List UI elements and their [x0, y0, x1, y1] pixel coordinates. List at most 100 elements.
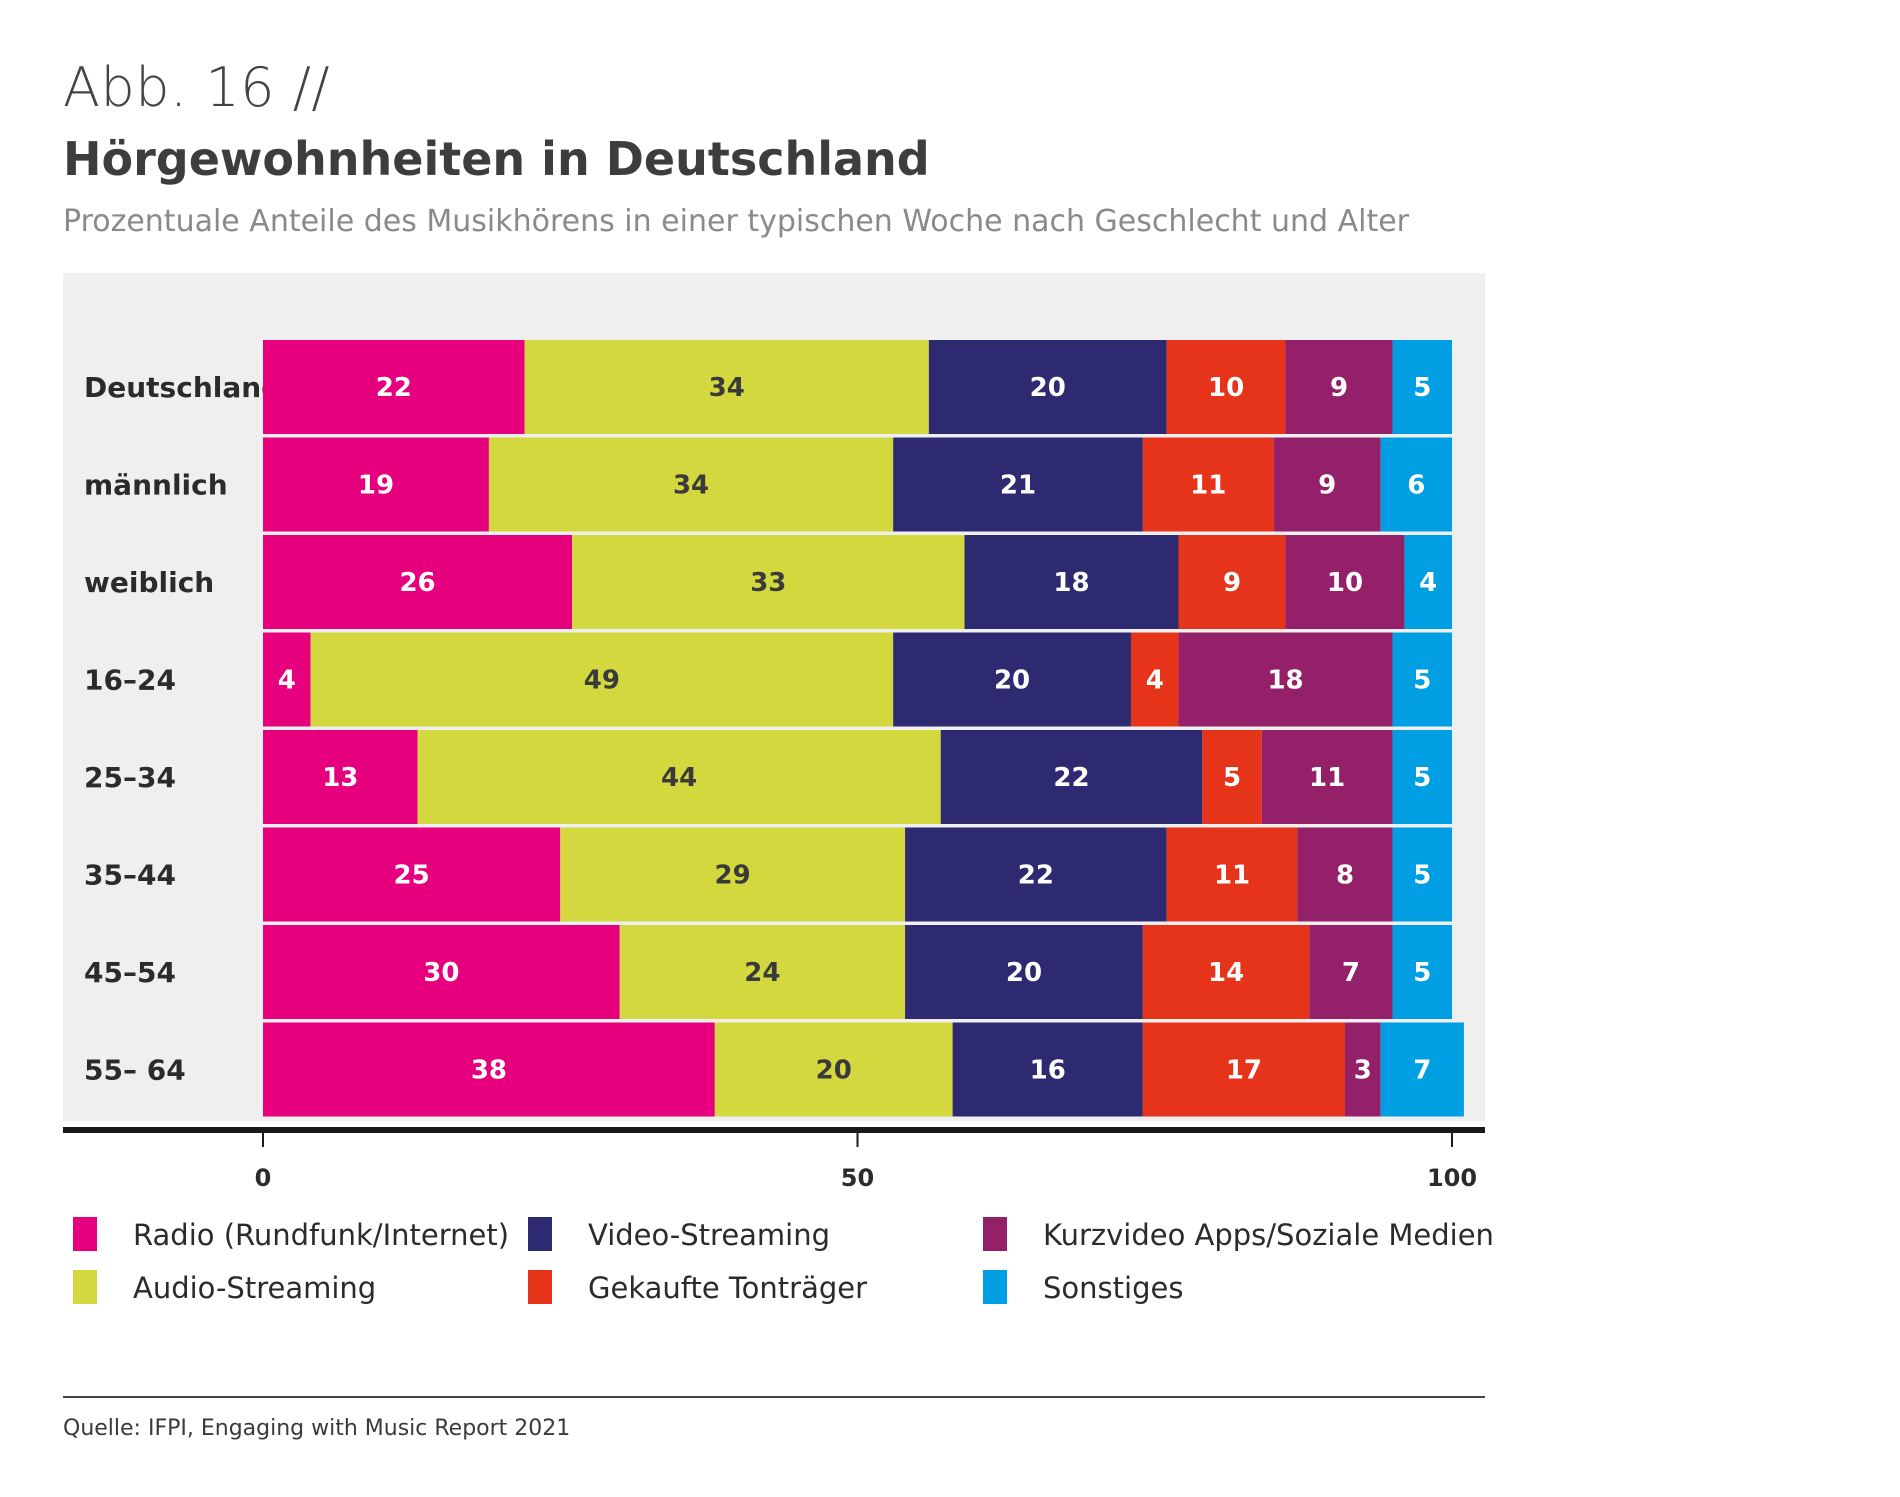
bar-segment [310, 632, 894, 727]
bar-segment [263, 827, 561, 922]
data-label: 16 [1030, 1056, 1066, 1086]
data-label: 5 [1413, 666, 1431, 696]
row-label: 16–24 [84, 664, 176, 697]
legend-item: Gekaufte Tonträger [528, 1270, 867, 1305]
row-label: 35–44 [84, 859, 176, 892]
bar-segment [263, 535, 573, 629]
bar-segment [952, 1022, 1143, 1117]
bar-segment [1309, 925, 1393, 1019]
data-label: 5 [1413, 373, 1431, 403]
bar-row: männlich 19 34 21 11 9 6 [84, 437, 1452, 532]
bar-segment [1404, 535, 1452, 629]
bar-row: 35–44 25 29 22 11 8 5 [84, 827, 1452, 922]
bar-segment [905, 827, 1167, 922]
data-label: 18 [1053, 568, 1089, 598]
bar-segment [1142, 1022, 1345, 1117]
bar-segment [893, 437, 1143, 532]
data-label: 34 [709, 373, 745, 403]
bar-segment [1142, 925, 1310, 1019]
data-label: 4 [1146, 666, 1164, 696]
legend-label: Radio (Rundfunk/Internet) [133, 1218, 509, 1252]
data-label: 7 [1342, 958, 1360, 988]
data-label: 21 [1000, 471, 1036, 501]
data-label: 33 [750, 568, 786, 598]
bar-row: weiblich 26 33 18 9 10 4 [84, 535, 1452, 629]
legend-swatch [983, 1217, 1007, 1251]
legend-swatch [73, 1217, 97, 1251]
bar-segment [1142, 437, 1274, 532]
bar-segment [1392, 340, 1452, 434]
bar-segment [1380, 437, 1452, 532]
bar-segment [964, 535, 1179, 629]
legend-item: Sonstiges [983, 1270, 1183, 1305]
bar-row: 25–34 13 44 22 5 11 5 [84, 730, 1452, 824]
data-label: 5 [1223, 763, 1241, 793]
data-label: 10 [1208, 373, 1244, 403]
data-label: 22 [1053, 763, 1089, 793]
data-label: 19 [358, 471, 394, 501]
legend-item: Radio (Rundfunk/Internet) [73, 1217, 509, 1252]
legend-label: Video-Streaming [588, 1218, 830, 1252]
data-label: 5 [1413, 763, 1431, 793]
legend-label: Sonstiges [1043, 1271, 1183, 1305]
row-label: männlich [84, 469, 228, 502]
legend-swatch [528, 1217, 552, 1251]
data-label: 7 [1413, 1056, 1431, 1086]
data-label: 20 [1006, 958, 1042, 988]
data-label: 5 [1413, 861, 1431, 891]
bar-segment [619, 925, 906, 1019]
x-tick-label: 0 [255, 1164, 272, 1192]
bar-row: Deutschland 22 34 20 10 9 5 [84, 340, 1452, 434]
bar-segment [1392, 632, 1452, 727]
data-label: 10 [1327, 568, 1363, 598]
legend-item: Audio-Streaming [73, 1270, 376, 1305]
bar-segment [417, 730, 941, 824]
data-label: 4 [278, 666, 296, 696]
data-label: 8 [1336, 861, 1354, 891]
bar-segment [1261, 730, 1393, 824]
bar-segment [1285, 340, 1393, 434]
data-label: 9 [1330, 373, 1348, 403]
bar-segment [1273, 437, 1381, 532]
data-label: 49 [584, 666, 620, 696]
legend-label: Gekaufte Tonträger [588, 1271, 867, 1305]
bar-segment [524, 340, 929, 434]
data-label: 29 [715, 861, 751, 891]
data-label: 14 [1208, 958, 1244, 988]
bar-segment [714, 1022, 953, 1117]
x-axis: 0 50 100 [63, 1127, 1485, 1192]
bar-segment [928, 340, 1167, 434]
bar-segment [1166, 827, 1298, 922]
data-label: 24 [744, 958, 780, 988]
data-label: 20 [994, 666, 1030, 696]
bar-segment [1392, 925, 1452, 1019]
chart-subtitle: Prozentuale Anteile des Musikhörens in e… [63, 204, 1410, 239]
row-label: weiblich [84, 566, 214, 599]
data-label: 26 [399, 568, 435, 598]
bar-segment [1297, 827, 1393, 922]
data-label: 44 [661, 763, 697, 793]
row-label: Deutschland [84, 371, 281, 404]
chart-title: Hörgewohnheiten in Deutschland [63, 132, 930, 186]
legend-swatch [73, 1270, 97, 1304]
bar-segment [905, 925, 1143, 1019]
bar-segment [1178, 632, 1393, 727]
x-tick-label: 100 [1427, 1164, 1477, 1192]
bar-segment [560, 827, 906, 922]
data-label: 22 [376, 373, 412, 403]
bar-segment [1380, 1022, 1464, 1117]
bar-row: 45–54 30 24 20 14 7 5 [84, 925, 1452, 1019]
data-label: 11 [1214, 861, 1250, 891]
x-tick-label: 50 [841, 1164, 874, 1192]
source-note: Quelle: IFPI, Engaging with Music Report… [63, 1416, 571, 1441]
bar-segment [1178, 535, 1286, 629]
bar-segment [1392, 730, 1452, 824]
legend-label: Audio-Streaming [133, 1271, 376, 1305]
legend-item: Kurzvideo Apps/Soziale Medien [983, 1217, 1494, 1252]
data-label: 9 [1318, 471, 1336, 501]
row-label: 25–34 [84, 761, 176, 794]
bar-segment [1130, 632, 1179, 727]
bar-segment [1202, 730, 1262, 824]
